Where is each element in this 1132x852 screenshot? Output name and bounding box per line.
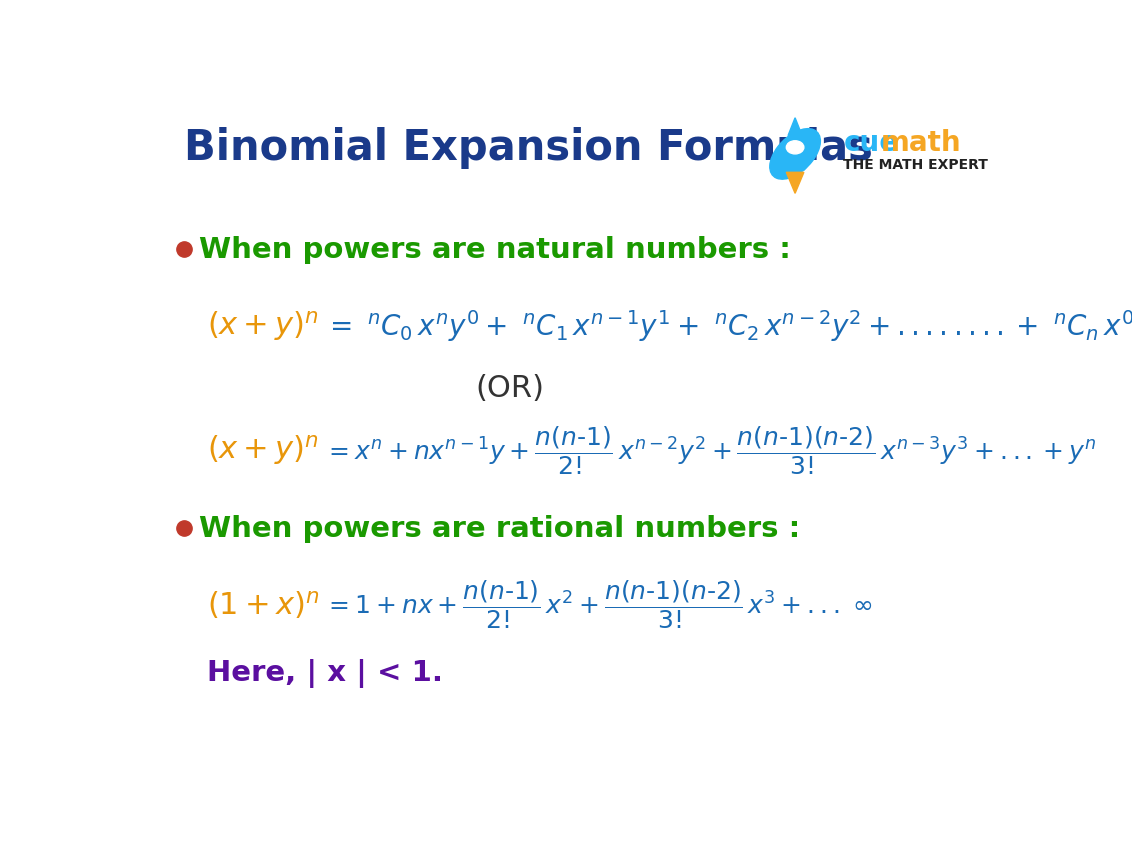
Text: Binomial Expansion Formulas: Binomial Expansion Formulas	[183, 127, 873, 170]
Polygon shape	[804, 145, 814, 171]
Polygon shape	[788, 118, 803, 136]
Text: cue: cue	[843, 129, 899, 157]
Polygon shape	[775, 145, 787, 171]
Circle shape	[787, 141, 804, 155]
Text: $(1 + x)^n$: $(1 + x)^n$	[207, 588, 320, 620]
Text: Here, | x | < 1.: Here, | x | < 1.	[207, 659, 444, 688]
Text: $= \ ^nC_0\,x^n y^0 + \ ^nC_1\,x^{n-1}y^1 + \ ^nC_2\,x^{n-2}y^2 + ........ + \ ^: $= \ ^nC_0\,x^n y^0 + \ ^nC_1\,x^{n-1}y^…	[324, 308, 1132, 343]
Text: $= 1 + nx + \dfrac{n(n\text{-}1)}{2!}\,x^2 + \dfrac{n(n\text{-}1)(n\text{-}2)}{3: $= 1 + nx + \dfrac{n(n\text{-}1)}{2!}\,x…	[324, 578, 873, 630]
Text: math: math	[881, 129, 962, 157]
Text: $(x + y)^n$: $(x + y)^n$	[207, 433, 319, 467]
Text: $= x^n + nx^{n-1}y + \dfrac{n(n\text{-}1)}{2!}\,x^{n-2}y^2 + \dfrac{n(n\text{-}1: $= x^n + nx^{n-1}y + \dfrac{n(n\text{-}1…	[324, 423, 1096, 476]
Text: When powers are natural numbers :: When powers are natural numbers :	[199, 236, 791, 264]
Text: (OR): (OR)	[475, 373, 544, 402]
Polygon shape	[787, 173, 804, 194]
Text: $(x + y)^n$: $(x + y)^n$	[207, 308, 319, 343]
Text: When powers are rational numbers :: When powers are rational numbers :	[199, 515, 800, 543]
Text: THE MATH EXPERT: THE MATH EXPERT	[843, 158, 988, 171]
Ellipse shape	[770, 130, 821, 180]
